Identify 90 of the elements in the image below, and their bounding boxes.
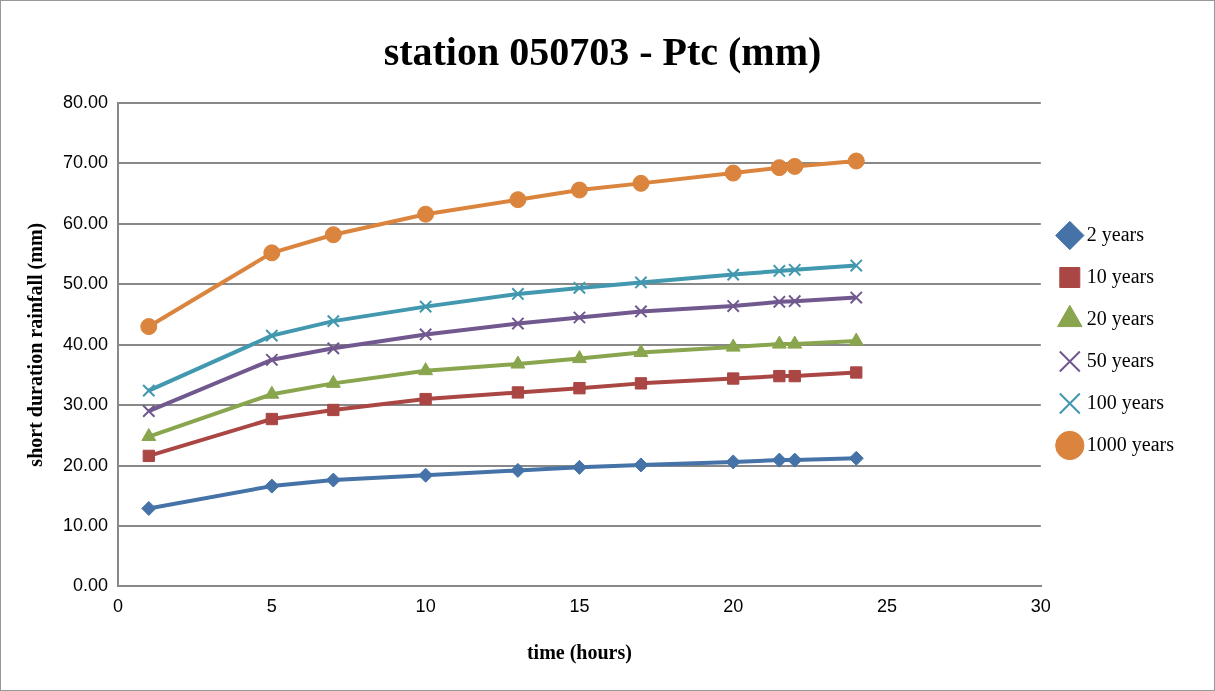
legend-label: 50 years [1086, 348, 1155, 372]
point [142, 449, 155, 463]
point [418, 327, 433, 342]
point [511, 316, 525, 331]
point [727, 372, 740, 385]
x-tick-label: 25 [876, 596, 898, 617]
y-tick-label: 20.00 [63, 454, 109, 475]
point [572, 310, 587, 325]
point [570, 181, 588, 199]
y-tick-label: 30.00 [63, 394, 109, 415]
point [787, 335, 803, 349]
point [571, 459, 587, 475]
point [772, 264, 787, 278]
point [788, 369, 801, 383]
point [772, 295, 787, 309]
x-axis-title: time (hours) [526, 641, 632, 665]
point [788, 263, 802, 277]
point [326, 314, 341, 328]
point [573, 382, 586, 395]
point [633, 457, 649, 473]
point [265, 412, 278, 426]
point [324, 226, 342, 244]
legend-label: 1000 years [1086, 432, 1175, 456]
point [847, 152, 865, 170]
point [724, 164, 742, 182]
point [771, 335, 787, 349]
point [786, 157, 804, 175]
point [634, 275, 648, 290]
point [632, 174, 650, 192]
point [417, 205, 435, 223]
x-tick-label: 30 [1030, 596, 1051, 617]
point [849, 290, 863, 305]
point [773, 369, 786, 383]
point [510, 462, 526, 478]
y-tick-label: 50.00 [63, 273, 109, 294]
point [141, 500, 157, 516]
point [264, 385, 280, 399]
point [142, 383, 156, 398]
legend-label: 100 years [1086, 390, 1165, 414]
chart-title: station 050703 - Ptc (mm) [383, 29, 822, 75]
point [511, 287, 525, 301]
point [142, 404, 156, 418]
point [633, 344, 649, 358]
point [263, 244, 281, 262]
y-tick-label: 40.00 [63, 333, 109, 354]
point [327, 403, 340, 417]
x-tick-label: 15 [569, 596, 590, 617]
point [770, 159, 788, 177]
point [788, 294, 802, 308]
point [771, 452, 787, 468]
point [572, 281, 587, 295]
point [634, 304, 648, 319]
point [511, 386, 525, 399]
point [140, 318, 158, 336]
point [326, 341, 341, 355]
point [849, 258, 863, 273]
point [848, 332, 864, 346]
y-tick-label: 80.00 [63, 91, 109, 112]
point [264, 478, 280, 494]
point [726, 299, 740, 313]
x-tick-label: 20 [723, 596, 744, 617]
x-tick-label: 5 [266, 596, 277, 617]
x-tick-label: 0 [113, 596, 124, 617]
point [725, 454, 741, 470]
y-tick-label: 10.00 [63, 514, 109, 535]
point [419, 392, 432, 406]
point [325, 472, 341, 488]
y-tick-label: 70.00 [63, 152, 109, 173]
point [848, 450, 864, 466]
point [418, 362, 434, 376]
point [418, 467, 434, 483]
point [418, 299, 433, 314]
point [141, 428, 157, 442]
point [572, 350, 587, 364]
x-tick-label: 10 [415, 596, 436, 617]
y-tick-label: 60.00 [63, 212, 109, 233]
y-axis-title: short duration rainfall (mm) [24, 222, 48, 467]
point [634, 377, 648, 390]
y-tick-label: 0.00 [73, 575, 109, 596]
legend-label: 2 years [1086, 222, 1145, 246]
legend-label: 10 years [1086, 264, 1155, 288]
point [265, 353, 279, 367]
point [509, 191, 527, 209]
point [726, 267, 740, 282]
point [265, 328, 279, 343]
point [787, 452, 803, 468]
point [725, 338, 741, 352]
legend-label: 20 years [1086, 306, 1155, 330]
point [510, 355, 526, 369]
point [850, 366, 863, 379]
